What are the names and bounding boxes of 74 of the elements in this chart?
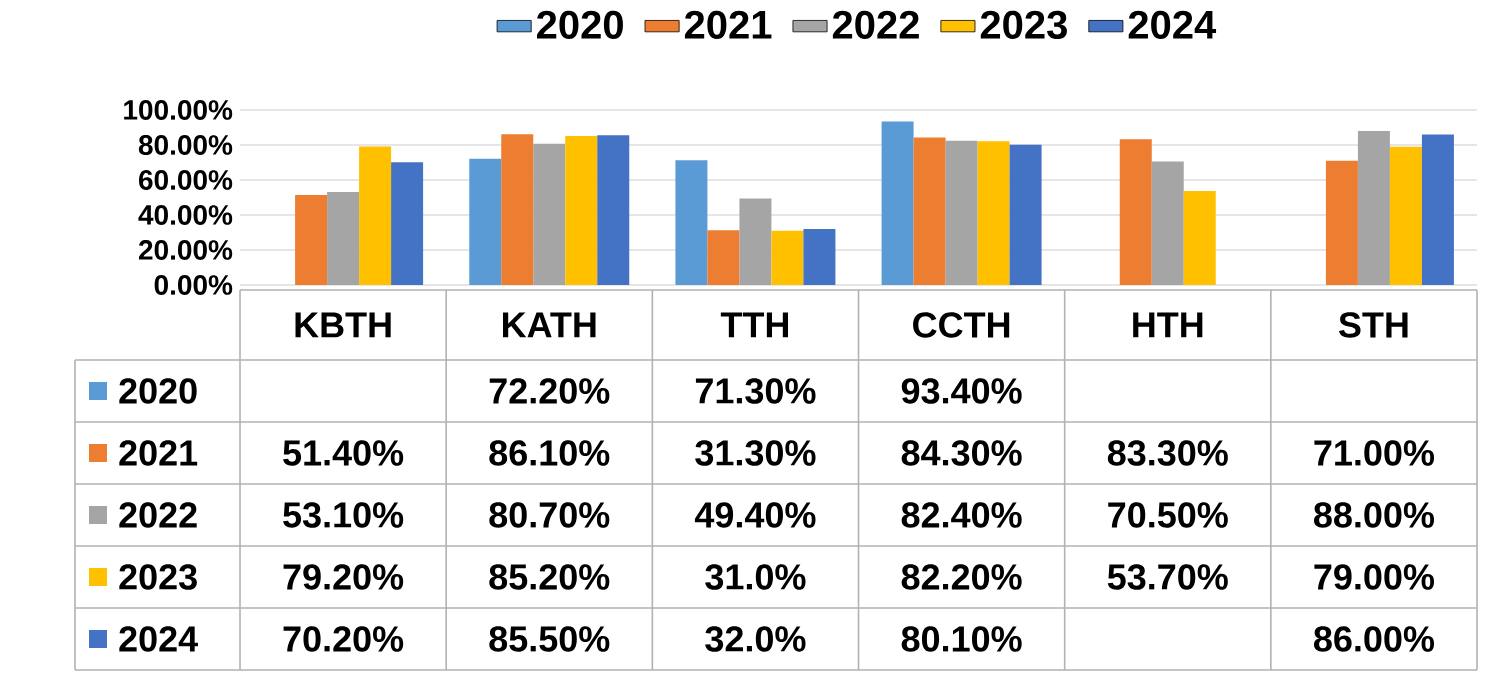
data-label: 79.00% bbox=[1314, 564, 1435, 590]
text: 2024 bbox=[119, 626, 198, 652]
data-label: 71.00% bbox=[1314, 440, 1435, 466]
y-tick-label: 80.00% bbox=[138, 135, 233, 155]
data-label: 32.0% bbox=[705, 626, 806, 652]
data-label: 49.40% bbox=[694, 502, 816, 528]
x-tick-label: KBTH bbox=[295, 312, 391, 338]
legend-label: 2023 bbox=[980, 10, 1067, 40]
bar bbox=[295, 195, 328, 285]
y-tick-label: 100.00% bbox=[124, 100, 233, 120]
y-tick-label: 20.00% bbox=[138, 240, 233, 260]
bar bbox=[327, 192, 360, 285]
data-label: 93.40% bbox=[901, 378, 1022, 404]
bar bbox=[913, 137, 946, 285]
x-tick-label: STH bbox=[1338, 312, 1408, 338]
bar bbox=[1325, 160, 1358, 285]
x-tick-label: CCTH bbox=[913, 312, 1010, 338]
data-label: 86.00% bbox=[1314, 626, 1435, 652]
data-label: 71.30% bbox=[695, 378, 816, 404]
bar bbox=[533, 143, 566, 285]
text: 2021 bbox=[119, 440, 198, 466]
data-label: 85.20% bbox=[489, 564, 610, 590]
data-label: 84.30% bbox=[901, 440, 1022, 466]
bar bbox=[1151, 161, 1184, 285]
bar bbox=[881, 121, 914, 285]
bar bbox=[1183, 191, 1216, 285]
bar bbox=[707, 230, 740, 285]
bar bbox=[1119, 139, 1152, 285]
data-label: 70.50% bbox=[1108, 502, 1228, 528]
data-label: 83.30% bbox=[1107, 440, 1228, 466]
bar bbox=[1357, 130, 1390, 285]
data-label: 31.0% bbox=[705, 564, 806, 590]
bar bbox=[597, 135, 630, 285]
text: 2022 bbox=[119, 502, 197, 528]
bar bbox=[359, 146, 392, 285]
bar bbox=[501, 134, 534, 285]
bar bbox=[1421, 134, 1454, 285]
bar bbox=[469, 158, 502, 285]
bar bbox=[565, 135, 598, 285]
x-tick-label: KATH bbox=[503, 312, 596, 338]
data-label: 80.70% bbox=[489, 502, 610, 528]
y-tick-label: 60.00% bbox=[139, 170, 233, 190]
legend-label: 2020 bbox=[537, 10, 623, 39]
data-label: 82.40% bbox=[901, 502, 1022, 528]
data-label: 70.20% bbox=[283, 626, 404, 652]
bar bbox=[391, 162, 424, 285]
data-label: 31.30% bbox=[695, 440, 816, 466]
data-label: 80.10% bbox=[901, 626, 1022, 652]
data-label: 72.20% bbox=[489, 378, 610, 404]
y-tick-label: 0.00% bbox=[154, 275, 233, 295]
data-label: 82.20% bbox=[901, 564, 1022, 590]
text: 2023 bbox=[119, 564, 197, 590]
data-label: 53.70% bbox=[1107, 564, 1228, 590]
data-label: 53.10% bbox=[283, 502, 404, 528]
data-label: 88.00% bbox=[1314, 502, 1435, 528]
legend-label: 2022 bbox=[832, 10, 919, 39]
legend-label: 2024 bbox=[1128, 10, 1217, 39]
x-tick-label: TTH bbox=[720, 312, 789, 338]
bar bbox=[1389, 146, 1422, 285]
bar bbox=[803, 228, 836, 285]
data-label: 51.40% bbox=[283, 440, 404, 466]
text: 2020 bbox=[119, 378, 197, 404]
bar bbox=[739, 198, 772, 285]
data-label: 85.50% bbox=[489, 626, 610, 652]
bar bbox=[675, 160, 708, 285]
bar bbox=[977, 141, 1010, 285]
bar bbox=[1009, 144, 1042, 285]
y-tick-label: 40.00% bbox=[138, 205, 233, 225]
data-label: 86.10% bbox=[489, 440, 610, 466]
x-tick-label: HTH bbox=[1133, 312, 1203, 338]
legend-label: 2021 bbox=[684, 10, 772, 39]
bar bbox=[945, 140, 978, 285]
bar bbox=[771, 230, 804, 285]
data-label: 79.20% bbox=[283, 564, 404, 590]
